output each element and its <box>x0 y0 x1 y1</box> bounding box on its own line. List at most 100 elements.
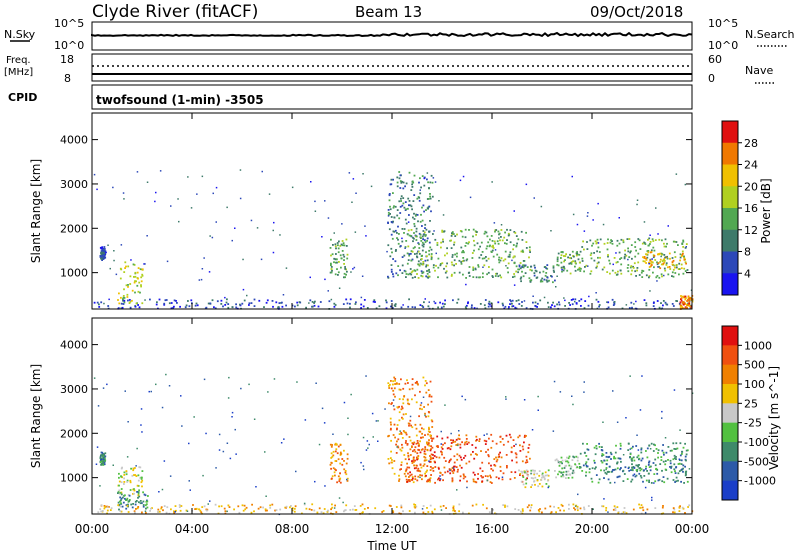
velocity-data-point <box>163 505 166 507</box>
velocity-data-point <box>547 485 550 488</box>
power-data-point <box>388 193 391 195</box>
velocity-data-point <box>424 384 426 387</box>
power-data-point <box>550 306 552 309</box>
power-data-point <box>617 270 619 273</box>
velocity-data-point <box>407 454 410 457</box>
velocity-data-point <box>567 457 570 460</box>
velocity-data-point <box>633 459 636 462</box>
power-data-point <box>513 255 516 258</box>
power-data-point <box>305 306 307 309</box>
velocity-data-point <box>632 474 635 477</box>
velocity-data-point <box>648 479 650 482</box>
power-data-point <box>648 244 650 247</box>
velocity-data-point <box>241 504 244 507</box>
velocity-data-point <box>349 509 352 511</box>
power-data-point <box>440 306 443 309</box>
velocity-data-point <box>502 443 505 446</box>
velocity-data-point <box>452 509 455 512</box>
power-data-point <box>414 253 416 255</box>
power-data-point <box>652 240 655 242</box>
power-data-point <box>675 173 678 175</box>
velocity-data-point <box>169 475 172 477</box>
velocity-data-point <box>228 376 230 379</box>
power-data-point <box>583 307 586 309</box>
power-data-point <box>648 262 650 265</box>
velocity-data-point <box>392 383 394 386</box>
velocity-data-point <box>485 507 488 510</box>
velocity-data-point <box>674 481 676 483</box>
power-data-point <box>129 300 132 303</box>
power-data-point <box>665 262 668 265</box>
power-data-point <box>459 179 462 182</box>
velocity-data-point <box>435 456 438 459</box>
velocity-data-point <box>429 434 432 437</box>
power-data-point <box>131 299 133 302</box>
velocity-data-point <box>644 486 647 489</box>
power-data-point <box>586 241 588 243</box>
velocity-data-point <box>451 470 454 473</box>
velocity-data-point <box>407 455 410 458</box>
velocity-data-point <box>415 505 418 508</box>
power-data-point <box>456 255 458 258</box>
velocity-data-point <box>333 507 336 509</box>
power-data-point <box>686 269 689 271</box>
velocity-data-point <box>481 480 484 483</box>
velocity-data-point <box>409 439 412 442</box>
power-data-point <box>139 291 141 294</box>
velocity-data-point <box>426 465 429 467</box>
power-data-point <box>633 303 635 305</box>
velocity-data-point <box>505 398 507 400</box>
velocity-data-point <box>265 495 267 497</box>
power-data-point <box>558 301 560 304</box>
power-data-point <box>177 198 179 200</box>
power-data-point <box>561 268 563 271</box>
power-data-point <box>649 234 651 236</box>
velocity-data-point <box>480 450 482 452</box>
power-data-point <box>521 239 524 241</box>
velocity-data-point <box>584 463 587 465</box>
power-data-point <box>413 218 416 220</box>
velocity-data-point <box>414 504 417 506</box>
power-data-point <box>688 298 691 301</box>
velocity-data-point <box>243 504 246 507</box>
power-data-point <box>392 220 394 223</box>
velocity-data-point <box>331 444 333 446</box>
velocity-data-point <box>401 417 404 420</box>
velocity-data-point <box>345 473 348 476</box>
velocity-data-point <box>423 463 426 466</box>
velocity-data-point <box>525 459 528 462</box>
velocity-data-point <box>398 405 400 408</box>
velocity-data-point <box>402 430 405 432</box>
power-data-point <box>583 270 585 273</box>
velocity-data-point <box>651 496 653 499</box>
velocity-data-point <box>460 466 463 469</box>
velocity-data-point <box>427 430 430 433</box>
power-data-point <box>291 186 294 189</box>
velocity-data-point <box>244 508 247 511</box>
power-data-point <box>165 299 168 301</box>
power-data-point <box>597 242 600 244</box>
power-data-point <box>125 284 128 287</box>
velocity-data-point <box>476 438 478 441</box>
power-data-point <box>649 265 652 268</box>
power-data-point <box>431 195 434 198</box>
power-data-point <box>372 300 375 303</box>
velocity-data-point <box>140 476 143 479</box>
velocity-data-point <box>411 477 414 480</box>
power-data-point <box>500 276 503 279</box>
velocity-data-point <box>414 450 417 453</box>
power-data-point <box>578 253 581 256</box>
power-data-point <box>410 235 412 237</box>
velocity-data-point <box>546 474 549 477</box>
velocity-data-point <box>605 473 608 475</box>
power-data-point <box>401 204 404 207</box>
velocity-data-point <box>636 456 639 459</box>
velocity-data-point <box>245 506 248 509</box>
power-data-point <box>344 268 347 270</box>
velocity-data-point <box>322 512 325 515</box>
velocity-data-point <box>140 481 143 484</box>
time-axis-label: Time UT <box>366 539 417 553</box>
power-data-point <box>386 250 388 253</box>
velocity-data-point <box>103 456 106 458</box>
velocity-data-point <box>585 455 588 457</box>
